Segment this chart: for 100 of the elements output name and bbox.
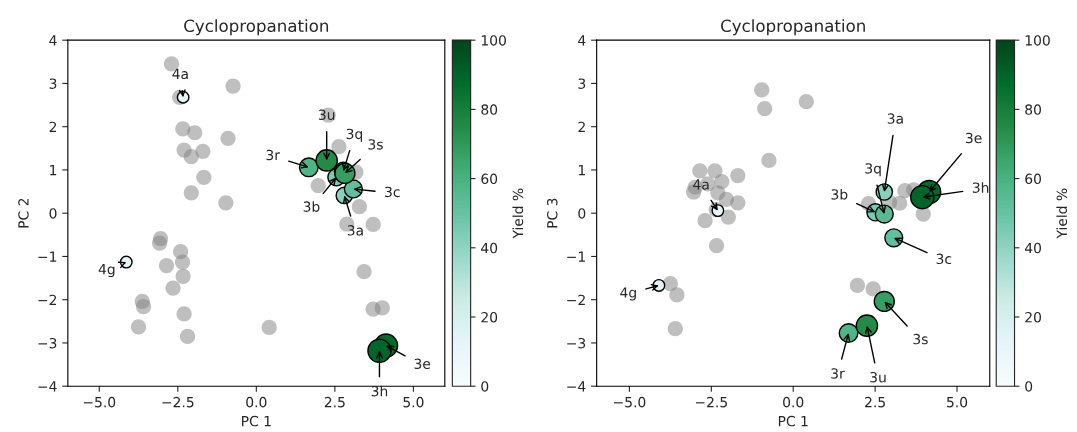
- point: [176, 306, 192, 322]
- annotation: 3e: [965, 132, 982, 144]
- point: [351, 199, 367, 215]
- point: [730, 167, 746, 184]
- color-bar-label: 100: [1025, 35, 1050, 46]
- y-tick-label: −3: [38, 337, 57, 349]
- point: [708, 238, 725, 254]
- y-tick-label: 1: [578, 165, 585, 176]
- point: [730, 195, 746, 211]
- x-axis-title: PC 1: [242, 415, 271, 427]
- point: [130, 319, 147, 335]
- color-bar-label: 0: [481, 381, 489, 392]
- point: [849, 277, 866, 294]
- annotation: 3r: [831, 368, 845, 379]
- x-tick-label: −5.0: [614, 396, 646, 408]
- y-tick-label: 2: [578, 121, 585, 132]
- x-tick-label: −2.5: [695, 396, 727, 408]
- annotation: 3c: [385, 186, 400, 198]
- y-tick-label: 2: [49, 121, 57, 132]
- annotation: 3a: [347, 225, 363, 236]
- y-tick-label: −4: [567, 381, 586, 392]
- annotation: 3a: [887, 113, 903, 124]
- y-axis-title: PC 3: [547, 198, 558, 228]
- color-bar-label: 20: [1025, 311, 1042, 323]
- annotation: 3b: [303, 201, 320, 212]
- color-bar-title: Yield %: [512, 188, 524, 239]
- point: [261, 319, 277, 335]
- point: [720, 209, 736, 225]
- chart-title: Cyclopropanation: [721, 19, 865, 36]
- annotation: 4g: [98, 264, 115, 278]
- y-tick-label: −1: [38, 251, 57, 262]
- point: [135, 299, 152, 315]
- annotation: 4g: [620, 287, 636, 301]
- point: [669, 287, 685, 303]
- color-bar-label: 40: [1024, 242, 1042, 254]
- point: [365, 216, 381, 233]
- y-tick-label: −3: [567, 337, 586, 349]
- point: [175, 121, 191, 137]
- point: [225, 78, 241, 94]
- y-tick-label: −2: [38, 294, 57, 305]
- color-bar-label: 60: [481, 173, 498, 185]
- point: [707, 163, 723, 179]
- point: [196, 169, 212, 185]
- point: [374, 300, 390, 316]
- point: [174, 254, 191, 270]
- color-bar-label: 0: [1025, 381, 1033, 392]
- annotation: 3e: [414, 358, 431, 370]
- point: [187, 125, 203, 141]
- annotation: 3q: [346, 128, 363, 142]
- point: [158, 257, 175, 274]
- annotation: 3s: [913, 333, 928, 345]
- color-bar-label: 100: [481, 35, 506, 46]
- point: [310, 177, 326, 194]
- annotation: 3q: [865, 163, 881, 177]
- annotation: 3u: [318, 109, 335, 121]
- point: [798, 93, 814, 110]
- y-tick-label: 0: [49, 208, 57, 219]
- point: [692, 163, 708, 179]
- x-tick-label: 0.0: [246, 396, 267, 408]
- x-tick-label: 2.5: [324, 396, 345, 408]
- annotation: 4a: [172, 68, 188, 80]
- chart-title: Cyclopropanation: [184, 19, 329, 36]
- point: [175, 268, 191, 284]
- annotation: 3h: [371, 385, 388, 397]
- point: [331, 138, 347, 155]
- x-axis-title: PC 1: [778, 415, 808, 427]
- y-tick-label: 3: [49, 78, 57, 89]
- point: [761, 152, 777, 169]
- point: [195, 143, 211, 159]
- x-tick-label: 5.0: [947, 396, 968, 408]
- annotation: 3u: [870, 371, 886, 383]
- annotation: 3c: [936, 253, 952, 265]
- annotation: 3b: [831, 188, 848, 200]
- color-bar-label: 40: [481, 242, 498, 254]
- point: [865, 281, 881, 297]
- color-bar-label: 80: [481, 104, 498, 115]
- y-tick-label: 0: [578, 208, 586, 219]
- point: [183, 148, 199, 165]
- point: [218, 195, 234, 211]
- x-tick-label: 2.5: [865, 396, 885, 408]
- color-bar-label: 20: [481, 311, 498, 323]
- x-tick-label: 5.0: [403, 396, 424, 408]
- y-tick-label: −2: [567, 294, 585, 305]
- point: [754, 82, 770, 98]
- point: [667, 321, 683, 337]
- y-axis-title: PC 2: [18, 198, 29, 228]
- point: [356, 263, 372, 280]
- annotation: 3s: [368, 139, 383, 150]
- annotation: 4a: [693, 179, 709, 190]
- point: [179, 328, 196, 345]
- y-tick-label: 3: [578, 78, 586, 89]
- point: [697, 212, 713, 229]
- color-bar-title: Yield %: [1056, 188, 1068, 239]
- point: [220, 130, 236, 146]
- annotation: 3h: [972, 182, 989, 193]
- point: [151, 235, 168, 251]
- point: [892, 195, 908, 211]
- y-tick-label: −1: [567, 251, 585, 262]
- x-tick-label: −5.0: [83, 396, 116, 408]
- y-tick-label: 1: [50, 165, 57, 176]
